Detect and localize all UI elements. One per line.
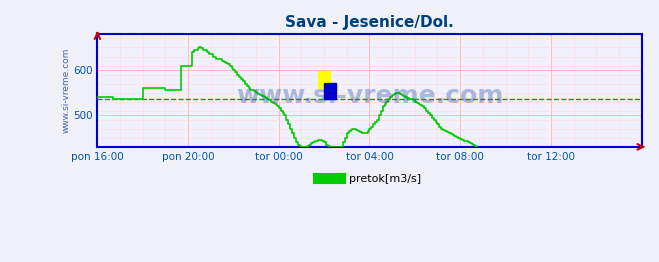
Legend: pretok[m3/s]: pretok[m3/s] bbox=[314, 170, 426, 189]
Text: www.si-vreme.com: www.si-vreme.com bbox=[236, 84, 503, 108]
Title: Sava - Jesenice/Dol.: Sava - Jesenice/Dol. bbox=[285, 15, 454, 30]
FancyBboxPatch shape bbox=[318, 71, 330, 88]
FancyBboxPatch shape bbox=[324, 83, 335, 100]
Y-axis label: www.si-vreme.com: www.si-vreme.com bbox=[61, 48, 70, 133]
